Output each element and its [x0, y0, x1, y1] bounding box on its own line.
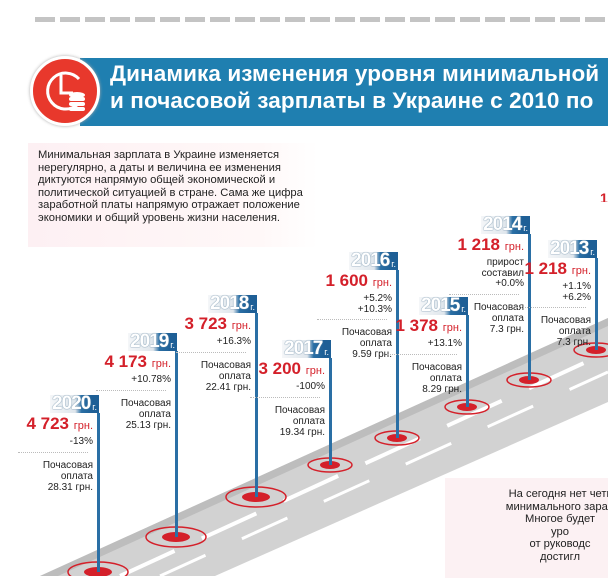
target-dot	[457, 403, 477, 411]
target-dot	[242, 492, 270, 502]
target-dot	[387, 434, 407, 442]
separator	[516, 307, 586, 308]
min-wage-value: 4 723 грн.	[26, 414, 93, 433]
min-wage-value: 1 218 грн.	[457, 235, 524, 254]
intro-box: Минимальная зарплата в Украине изменяетс…	[28, 143, 318, 247]
change-percent: +10.78%	[131, 374, 171, 385]
min-wage-value: 1 378 грн.	[395, 316, 462, 335]
target-dot	[320, 461, 340, 469]
separator	[250, 396, 320, 398]
change-percent: +5.2% +10.3%	[357, 293, 392, 315]
min-wage-value: 4 173 грн.	[104, 352, 171, 371]
target-dot	[519, 376, 539, 384]
change-percent: прирост составил +0.0%	[481, 257, 524, 289]
change-percent: -13%	[69, 436, 93, 447]
outro-box: На сегодня нет четк минимального зараб М…	[445, 478, 608, 578]
page-title: Динамика изменения уровня минимальной и …	[110, 61, 600, 113]
title-banner	[80, 58, 608, 126]
separator	[387, 353, 457, 355]
year-pole	[595, 258, 598, 350]
separator	[449, 293, 519, 295]
hourly-rate: Почасовая оплата 7.3 грн.	[473, 301, 524, 335]
hourly-rate: Почасовая оплата 22.41 грн.	[200, 359, 251, 393]
target-dot	[162, 532, 190, 542]
clock-coins-icon	[30, 56, 100, 126]
outro-text: На сегодня нет четк минимального зараб М…	[505, 488, 608, 563]
year-pole	[329, 358, 332, 465]
separator	[96, 389, 166, 391]
hourly-rate: Почасовая оплата 9.59 грн.	[341, 327, 392, 360]
year-label: 2015 г.	[419, 295, 468, 316]
hourly-rate: Почасовая оплата 7.3 грн.	[540, 315, 591, 348]
next-year-value-fragment: 1	[600, 190, 608, 202]
year-pole	[255, 313, 258, 497]
year-label: 2013 г.	[548, 238, 597, 259]
year-pole	[175, 351, 178, 537]
change-percent: +16.3%	[216, 336, 251, 347]
min-wage-value: 3 723 грн.	[184, 314, 251, 333]
hourly-rate: Почасовая оплата 19.34 грн.	[274, 404, 325, 438]
year-pole	[97, 413, 100, 572]
change-percent: -100%	[296, 381, 325, 392]
hourly-rate: Почасовая оплата 25.13 грн.	[120, 397, 171, 431]
hourly-rate: Почасовая оплата 8.29 грн.	[411, 361, 462, 395]
hourly-rate: Почасовая оплата 28.31 грн.	[42, 459, 93, 493]
year-label: 2019 г.	[128, 331, 177, 352]
year-label: 2017 г.	[282, 338, 331, 359]
separator	[176, 351, 246, 353]
year-pole	[466, 315, 469, 407]
separator	[18, 451, 88, 453]
year-label: 2016 г.	[349, 250, 398, 271]
year-label: 2020 г.	[50, 393, 99, 414]
min-wage-value: 1 600 грн.	[325, 271, 392, 290]
change-percent: +13.1%	[427, 338, 462, 349]
year-label: 2014 г.	[481, 214, 530, 235]
min-wage-value: 1 218 грн.	[524, 259, 591, 278]
year-label: 2018 г.	[208, 293, 257, 314]
change-percent: +1.1% +6.2%	[562, 281, 591, 303]
dashed-divider	[35, 17, 608, 22]
target-dot	[586, 346, 606, 354]
min-wage-value: 3 200 грн.	[258, 359, 325, 378]
intro-text: Минимальная зарплата в Украине изменяетс…	[38, 149, 303, 224]
separator	[317, 319, 387, 320]
